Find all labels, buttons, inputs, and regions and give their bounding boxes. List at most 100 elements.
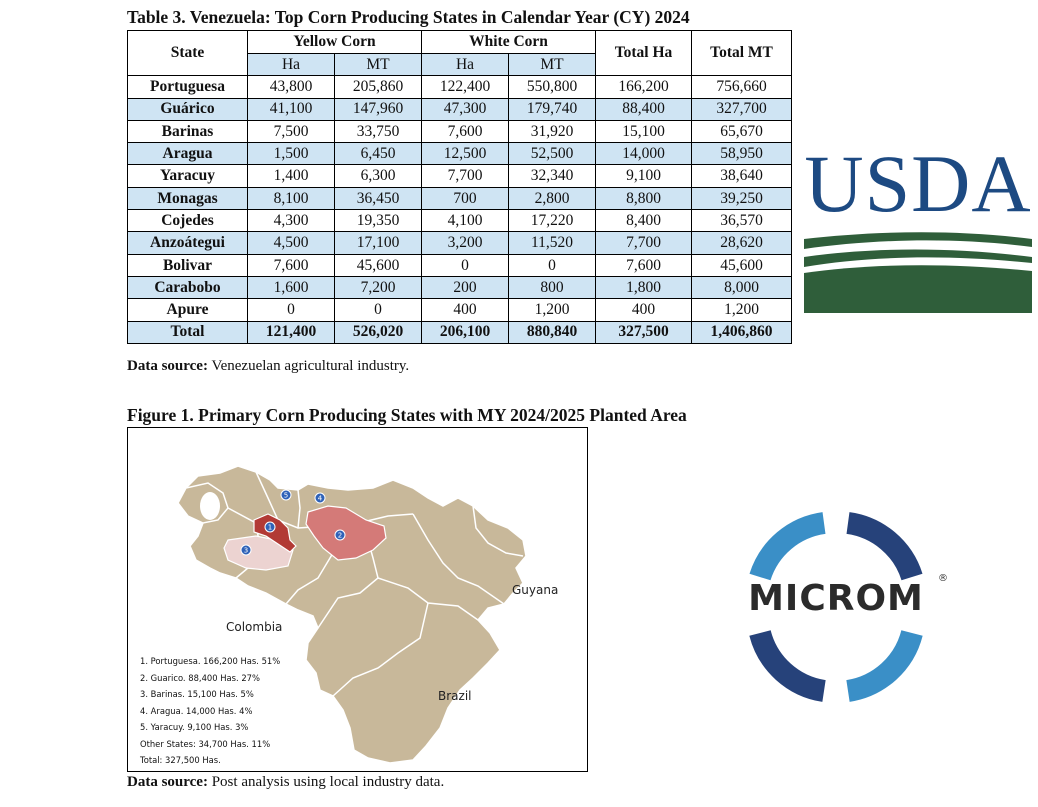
total-mt: 1,406,860	[691, 320, 793, 344]
map-graphic: 1 2 3 4 5	[177, 465, 527, 764]
map-markers: 1 2 3 4 5	[240, 489, 346, 556]
cell-yellow-mt: 147,960	[333, 97, 423, 121]
label-colombia: Colombia	[226, 620, 283, 634]
cell-state: Bolivar	[127, 253, 248, 277]
cell-white-ha: 122,400	[421, 75, 510, 99]
total-yellow-mt: 526,020	[333, 320, 423, 344]
state-barinas	[223, 535, 294, 571]
cell-white-mt: 800	[508, 275, 597, 300]
cell-yellow-ha: 7,500	[247, 119, 335, 144]
cell-white-mt: 32,340	[508, 164, 597, 188]
microm-logo-text: MICROM	[748, 578, 924, 619]
cell-total-ha: 1,800	[595, 275, 693, 300]
table-row: Apure 0 0 400 1,200 400 1,200	[127, 298, 793, 322]
cell-total-mt: 65,670	[691, 119, 793, 144]
cell-total-ha: 14,000	[595, 142, 693, 166]
table-source-label: Data source:	[127, 358, 208, 374]
marker-2: 2	[338, 532, 342, 540]
cell-yellow-mt: 0	[333, 298, 423, 322]
cell-total-mt: 1,200	[691, 298, 793, 322]
usda-logo-field-graphic	[804, 232, 1032, 313]
total-ha: 327,500	[595, 320, 693, 344]
table-row: Carabobo 1,600 7,200 200 800 1,800 8,000	[127, 275, 793, 300]
cell-total-mt: 756,660	[691, 75, 793, 99]
cell-total-ha: 88,400	[595, 97, 693, 121]
cell-state: Carabobo	[127, 275, 248, 300]
table-row: Monagas 8,100 36,450 700 2,800 8,800 39,250	[127, 186, 793, 211]
cell-total-mt: 58,950	[691, 142, 793, 166]
marker-5: 5	[284, 492, 288, 500]
cell-state: Monagas	[127, 186, 248, 211]
figure-source-text: Post analysis using local industry data.	[207, 774, 445, 790]
cell-total-mt: 45,600	[691, 253, 793, 277]
cell-yellow-mt: 45,600	[333, 253, 423, 277]
cell-white-mt: 179,740	[508, 97, 597, 121]
lake-maracaibo	[200, 492, 220, 520]
label-guyana: Guyana	[512, 583, 559, 597]
cell-yellow-ha: 7,600	[247, 253, 335, 277]
marker-4: 4	[318, 495, 323, 503]
cell-white-ha: 400	[421, 298, 510, 322]
cell-total-mt: 36,570	[691, 209, 793, 233]
table-row: Guárico 41,100 147,960 47,300 179,740 88,400 3…	[127, 97, 793, 121]
header-total-mt: Total MT	[691, 29, 793, 77]
cell-state: Portuguesa	[127, 75, 248, 99]
map-legend: 1. Portuguesa. 166,200 Has. 51% 2. Guari…	[140, 653, 280, 769]
cell-white-ha: 0	[421, 253, 510, 277]
cell-yellow-mt: 33,750	[333, 119, 423, 144]
table-row: Yaracuy 1,400 6,300 7,700 32,340 9,100 38,640	[127, 164, 793, 188]
legend-item: 1. Portuguesa. 166,200 Has. 51%	[140, 656, 281, 666]
venezuela-map: 1 2 3 4 5 Colombia Guyana Brazil 1. Port…	[127, 427, 588, 772]
cell-total-mt: 39,250	[691, 186, 793, 211]
cell-white-ha: 47,300	[421, 97, 510, 121]
subheader-yellow-mt: MT	[333, 52, 423, 77]
cell-yellow-mt: 7,200	[333, 275, 423, 300]
cell-yellow-ha: 0	[247, 298, 335, 322]
header-yellow-corn: Yellow Corn	[246, 30, 423, 54]
state-borders	[227, 471, 524, 697]
microm-logo-ring	[749, 512, 923, 702]
subheader-white-ha: Ha	[421, 52, 510, 77]
total-label: Total	[127, 320, 248, 344]
cell-state: Anzoátegui	[127, 231, 248, 255]
cell-yellow-mt: 17,100	[333, 231, 423, 255]
cell-yellow-mt: 205,860	[333, 75, 423, 99]
table-row: Cojedes 4,300 19,350 4,100 17,220 8,400 36,570	[127, 209, 793, 233]
cell-yellow-mt: 6,450	[333, 142, 423, 166]
cell-white-ha: 12,500	[421, 142, 510, 166]
table-title: Table 3. Venezuela: Top Corn Producing S…	[127, 7, 690, 27]
cell-state: Guárico	[127, 97, 248, 121]
usda-logo-text: USDA	[804, 138, 1032, 229]
cell-white-ha: 4,100	[421, 209, 510, 233]
cell-state: Yaracuy	[127, 164, 248, 188]
cell-yellow-ha: 4,300	[247, 209, 335, 233]
table-row: Barinas 7,500 33,750 7,600 31,920 15,100 65,67…	[127, 119, 793, 144]
table-row: Aragua 1,500 6,450 12,500 52,500 14,000 58,950	[127, 142, 793, 166]
header-white-corn: White Corn	[421, 30, 597, 54]
cell-total-mt: 327,700	[691, 97, 793, 121]
subheader-yellow-ha: Ha	[247, 52, 335, 77]
cell-total-ha: 400	[595, 298, 693, 322]
cell-white-ha: 7,600	[421, 119, 510, 144]
cell-yellow-mt: 19,350	[333, 209, 423, 233]
cell-white-mt: 550,800	[508, 75, 597, 99]
cell-yellow-ha: 1,500	[247, 142, 335, 166]
table-row: Portuguesa 43,800 205,860 122,400 550,800 166…	[127, 75, 793, 99]
microm-logo: MICROM ®	[706, 505, 966, 725]
total-white-mt: 880,840	[508, 320, 597, 344]
legend-item: 2. Guarico. 88,400 Has. 27%	[140, 672, 260, 683]
cell-yellow-ha: 1,600	[247, 275, 335, 300]
state-guarico	[305, 505, 387, 561]
figure-title: Figure 1. Primary Corn Producing States …	[127, 405, 687, 425]
corn-production-table: State Yellow Corn White Corn Total Ha To…	[127, 29, 793, 344]
cell-state: Apure	[127, 298, 248, 322]
legend-item: 4. Aragua. 14,000 Has. 4%	[140, 705, 253, 716]
total-yellow-ha: 121,400	[247, 320, 335, 344]
cell-state: Cojedes	[127, 209, 248, 233]
cell-white-ha: 700	[421, 186, 510, 211]
table-row: Bolivar 7,600 45,600 0 0 7,600 45,600	[127, 253, 793, 277]
total-white-ha: 206,100	[421, 320, 510, 344]
cell-white-ha: 7,700	[421, 164, 510, 188]
cell-yellow-ha: 4,500	[247, 231, 335, 255]
cell-total-ha: 9,100	[595, 164, 693, 188]
